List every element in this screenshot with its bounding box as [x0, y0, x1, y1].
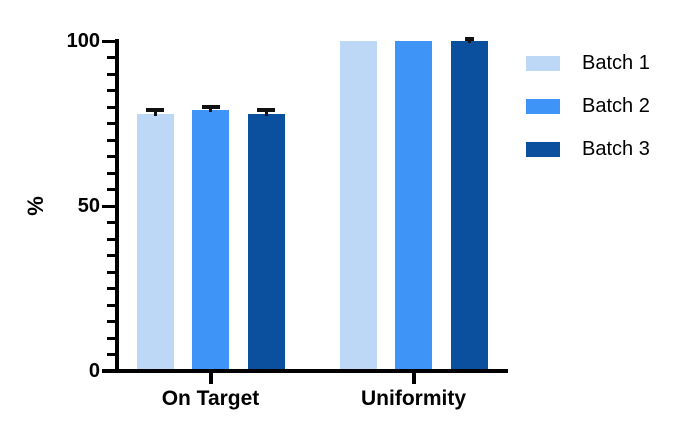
bar-uniformity-batch-3 — [450, 41, 488, 369]
y-minor-tick-25 — [107, 287, 115, 290]
y-minor-tick-65 — [107, 155, 115, 158]
y-minor-tick-5 — [107, 353, 115, 356]
bar-on-target-batch-1 — [136, 113, 174, 369]
y-minor-tick-45 — [107, 221, 115, 224]
y-minor-tick-60 — [107, 171, 115, 175]
y-minor-tick-30 — [107, 270, 115, 274]
bar-uniformity-batch-2 — [395, 41, 432, 369]
error-whisker-on-target-batch-1 — [153, 110, 157, 116]
y-minor-tick-95 — [107, 56, 115, 59]
y-minor-tick-15 — [107, 320, 115, 323]
error-cap-on-target-batch-1 — [146, 108, 164, 113]
y-minor-tick-80 — [107, 105, 115, 109]
bar-on-target-batch-2 — [192, 110, 229, 369]
y-minor-tick-55 — [107, 188, 115, 191]
error-cap-uniformity-batch-3 — [464, 36, 474, 41]
y-minor-tick-85 — [107, 89, 115, 92]
y-minor-tick-40 — [107, 237, 115, 241]
y-tick-label-50: 50 — [77, 195, 100, 217]
y-axis — [115, 39, 119, 373]
legend-item-batch-3: Batch 3 — [526, 128, 650, 171]
y-minor-tick-75 — [107, 122, 115, 125]
y-minor-tick-20 — [107, 303, 115, 307]
legend-item-batch-2: Batch 2 — [526, 85, 650, 128]
y-minor-tick-35 — [107, 254, 115, 257]
legend-item-batch-1: Batch 1 — [526, 42, 650, 85]
legend: Batch 1 Batch 2 Batch 3 — [526, 42, 650, 171]
legend-swatch-batch-2 — [526, 99, 560, 114]
x-category-label-uniformity: Uniformity — [361, 387, 466, 410]
x-axis — [102, 369, 508, 373]
x-group-tick-uniformity — [411, 373, 416, 384]
y-axis-title: % — [23, 196, 48, 216]
error-whisker-on-target-batch-2 — [209, 107, 212, 113]
x-category-label-on-target: On Target — [161, 387, 260, 410]
legend-swatch-batch-3 — [526, 142, 560, 157]
legend-swatch-batch-1 — [526, 56, 560, 71]
bar-uniformity-batch-1 — [339, 41, 377, 369]
error-cap-on-target-batch-2 — [201, 105, 220, 109]
error-cap-on-target-batch-3 — [257, 108, 275, 113]
legend-label-batch-1: Batch 1 — [582, 52, 650, 74]
legend-label-batch-2: Batch 2 — [582, 95, 650, 117]
y-minor-tick-10 — [107, 336, 115, 340]
x-group-tick-on-target — [208, 373, 213, 384]
y-tick-label-100: 100 — [66, 30, 100, 52]
y-major-tick-50 — [102, 204, 115, 208]
y-major-tick-100 — [102, 39, 115, 43]
bar-on-target-batch-3 — [247, 113, 285, 369]
error-whisker-uniformity-batch-3 — [467, 38, 471, 43]
error-whisker-on-target-batch-3 — [264, 110, 268, 116]
y-tick-label-0: 0 — [88, 360, 100, 382]
legend-label-batch-3: Batch 3 — [582, 138, 650, 160]
y-minor-tick-90 — [107, 72, 115, 76]
y-minor-tick-70 — [107, 138, 115, 142]
y-major-tick-0 — [102, 369, 115, 373]
